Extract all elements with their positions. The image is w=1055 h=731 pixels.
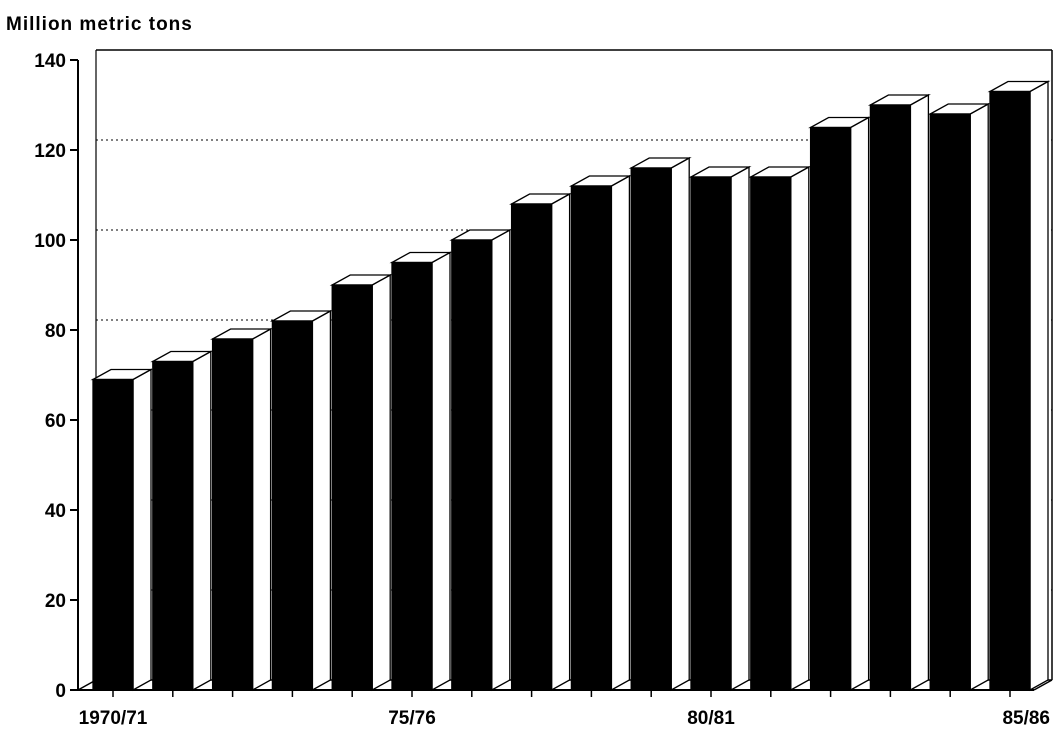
x-tick-label-75/76: 75/76 [388,708,436,729]
x-tick-label-1970/71: 1970/71 [79,708,148,729]
bar-side-face [849,116,870,692]
y-tick-label-0: 0 [55,681,66,702]
bar-front-face [869,104,912,691]
x-tick-label-85/86: 85/86 [1002,708,1050,729]
y-tick-label-40: 40 [45,501,66,522]
bar-73/74 [269,309,333,692]
bar-front-face [391,261,433,691]
bar-front-face [211,338,254,691]
bar-side-face [790,165,810,692]
bar-side-face [909,93,930,692]
bar-front-face [152,360,194,691]
bar-76/77 [449,228,513,692]
bar-72/73 [210,327,274,692]
bar-75/76 [389,251,453,692]
bar-79/80 [628,156,692,692]
bar-front-face [271,320,314,691]
y-tick-label-100: 100 [34,231,66,252]
bars-layer [90,80,1051,692]
bar-front-face [570,185,613,691]
bar-front-face [630,167,672,691]
bar-side-face [491,228,511,692]
y-tick-label-60: 60 [45,411,66,432]
bar-1970/71 [90,368,154,692]
y-axis-title: Million metric tons [6,14,193,35]
bar-side-face [132,368,152,692]
bar-side-face [431,251,451,692]
bar-71/72 [150,350,214,692]
bar-78/79 [568,174,632,692]
bar-front-face [750,176,792,691]
x-tick-label-80/81: 80/81 [687,708,735,729]
bar-side-face [969,102,989,692]
bar-side-face [550,192,571,692]
bar-front-face [92,378,134,691]
bar-74/75 [329,273,393,692]
bar-front-face [989,90,1031,691]
labels-layer: 0 20 40 60 80 100 120 140 1970/71 75/76 80/81 85/86 [34,51,1050,729]
bar-front-face [690,176,732,691]
bar-side-face [251,327,272,692]
bar-side-face [371,273,391,692]
bar-side-face [610,174,631,692]
bar-80/81 [688,165,752,692]
floor-right-edge [1033,679,1053,691]
y-tick-label-140: 140 [34,51,66,72]
y-tick-label-20: 20 [45,591,66,612]
bar-81/82 [748,165,812,692]
bar-front-face [929,113,971,691]
bar-front-face [809,126,852,691]
bar-85/86 [987,80,1051,692]
bar-front-face [331,284,373,691]
bar-side-face [670,156,690,692]
bar-front-face [510,203,553,691]
y-tick-label-120: 120 [34,141,66,162]
bar-77/78 [509,192,573,692]
bar-side-face [192,350,212,692]
bar-side-face [1029,80,1049,692]
bar-82/83 [808,116,872,692]
bar-side-face [730,165,750,692]
bar-84/85 [927,102,991,692]
bar-83/84 [867,93,931,692]
y-tick-label-80: 80 [45,321,66,342]
bar-front-face [451,239,493,691]
bar-side-face [311,309,332,692]
